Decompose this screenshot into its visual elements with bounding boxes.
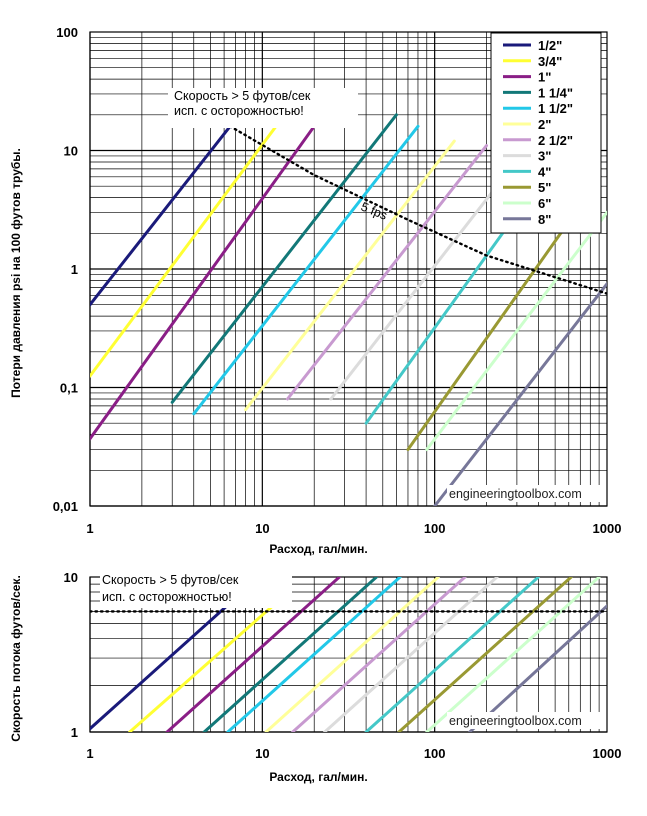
series-line <box>202 577 378 732</box>
series-line <box>286 144 488 401</box>
legend-label: 8" <box>538 212 551 227</box>
series-line <box>90 124 232 307</box>
series-line <box>128 601 278 732</box>
annotation-text: исп. с осторожностью! <box>102 590 232 604</box>
series-line <box>192 124 420 416</box>
plot-frame-0 <box>89 31 608 507</box>
annotation-text: Скорость > 5 футов/сек <box>174 89 311 103</box>
series-line <box>406 220 571 451</box>
legend-label: 5" <box>538 180 551 195</box>
watermark-bg <box>447 485 603 502</box>
watermark-bg <box>447 712 603 729</box>
series-line <box>165 577 341 732</box>
annotation-text: Скорость > 5 футов/сек <box>102 573 239 587</box>
x-tick-label: 1 <box>86 521 93 536</box>
annotation-box <box>168 88 358 128</box>
series-group-1 <box>90 577 607 732</box>
series-line <box>323 577 499 732</box>
y-tick-label: 1 <box>71 725 78 740</box>
watermark: engineeringtoolbox.com <box>449 714 582 728</box>
x-tick-label: 100 <box>424 521 446 536</box>
legend-label: 2" <box>538 117 551 132</box>
y-axis-label: Скорость потока футов/сек. <box>9 575 23 742</box>
series-line <box>90 601 232 731</box>
legend-label: 6" <box>538 196 551 211</box>
reference-line-label: 5 fps <box>359 200 389 223</box>
x-tick-label: 100 <box>424 746 446 761</box>
legend-label: 3/4" <box>538 54 562 69</box>
legend-label: 1 1/4" <box>538 85 573 100</box>
x-tick-label: 1 <box>86 746 93 761</box>
x-tick-label: 1000 <box>593 521 622 536</box>
y-tick-label: 10 <box>64 144 78 159</box>
series-line <box>90 124 278 378</box>
watermark: engineeringtoolbox.com <box>449 487 582 501</box>
series-line <box>264 577 440 732</box>
x-axis-label: Расход, гал/мин. <box>269 770 367 784</box>
legend-label: 1 1/2" <box>538 101 573 116</box>
y-tick-label: 10 <box>64 570 78 585</box>
legend-box <box>490 32 602 234</box>
series-line <box>425 577 601 732</box>
x-tick-label: 1000 <box>593 746 622 761</box>
y-axis-label: Потери давления psi на 100 футов трубы. <box>9 148 23 398</box>
series-line <box>433 282 607 506</box>
series-line <box>226 577 402 732</box>
series-line <box>244 139 456 412</box>
series-line <box>170 113 398 404</box>
reference-line <box>228 125 607 295</box>
legend-label: 3" <box>538 149 551 164</box>
x-axis-label: Расход, гал/мин. <box>269 542 367 556</box>
series-line <box>468 604 607 732</box>
legend-label: 1/2" <box>538 38 562 53</box>
plot-frame-1 <box>89 576 608 733</box>
series-line <box>425 211 607 451</box>
legend-label: 1" <box>538 70 551 85</box>
legend-label: 4" <box>538 164 551 179</box>
x-tick-label: 10 <box>255 521 269 536</box>
y-tick-label: 100 <box>56 25 78 40</box>
annotation-text: исп. с осторожностью! <box>174 104 304 118</box>
legend-label: 2 1/2" <box>538 133 573 148</box>
series-line <box>364 577 540 732</box>
annotation-box <box>100 572 292 608</box>
y-tick-label: 0,1 <box>60 381 78 396</box>
x-tick-label: 10 <box>255 746 269 761</box>
y-tick-label: 0,01 <box>53 499 78 514</box>
series-line <box>90 124 316 441</box>
series-line <box>397 577 573 732</box>
y-tick-label: 1 <box>71 262 78 277</box>
series-line <box>291 577 467 732</box>
